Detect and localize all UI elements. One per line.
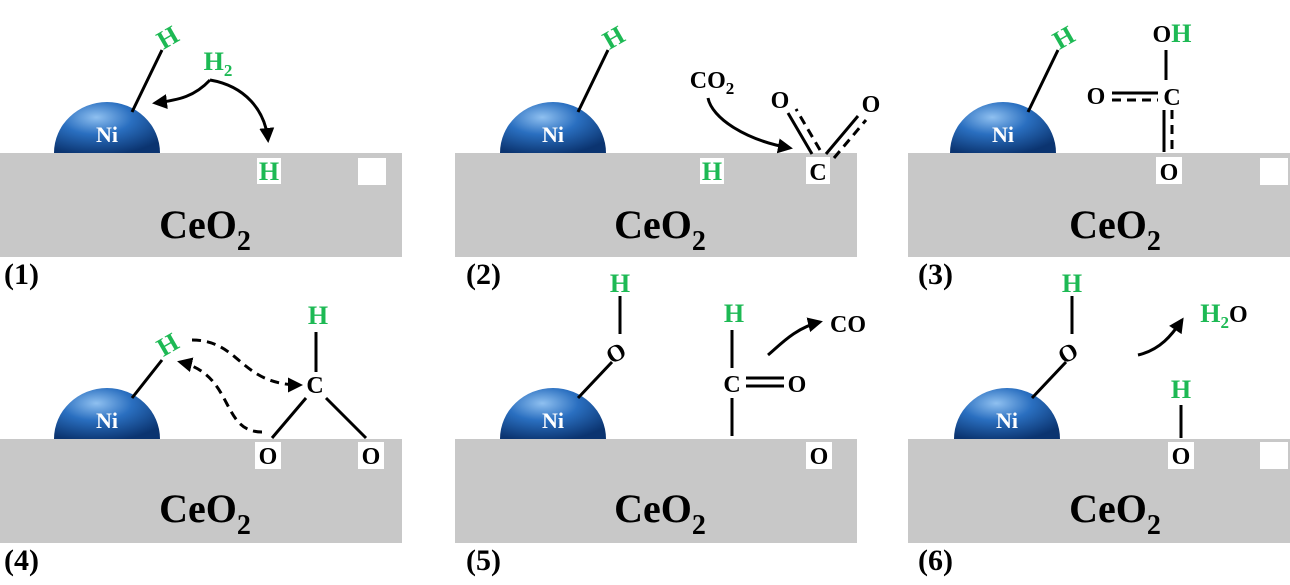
ni-bound-h: H <box>1048 20 1080 55</box>
desorption-arrow <box>1137 317 1184 357</box>
panel-label: (5) <box>466 544 501 577</box>
c-o-partial-bond <box>832 119 868 159</box>
ceo2-support <box>908 439 1290 543</box>
panel-5: Ni CeO2 O O H H C O CO (5) <box>455 269 866 577</box>
ni-label: Ni <box>96 122 118 147</box>
ceo2-support <box>0 439 402 543</box>
oxygen-site <box>806 442 832 469</box>
surface-oxygen: O <box>259 444 278 470</box>
oxygen-site <box>1168 442 1194 469</box>
oxygen-site <box>1156 157 1182 184</box>
surface-oxygen: O <box>810 444 829 470</box>
dissociation-arrow-right <box>209 78 275 143</box>
dissociation-arrow-left <box>152 78 212 110</box>
hydroxyl-h: H <box>1062 269 1082 298</box>
ceo2-support <box>455 153 857 257</box>
surface-site <box>257 158 281 184</box>
ni-label: Ni <box>992 122 1014 147</box>
oxygen-atom: O <box>862 92 881 118</box>
panel-label: (4) <box>4 544 39 577</box>
c-o-bond <box>824 115 860 155</box>
ni-label: Ni <box>996 408 1018 433</box>
adsorption-arrow <box>706 97 793 154</box>
co2-molecule: CO2 <box>690 68 735 98</box>
ni-particle <box>950 102 1056 153</box>
c-o-bond <box>270 397 308 439</box>
surface-site <box>700 158 724 184</box>
ni-particle <box>54 388 160 439</box>
ni-bound-h: H <box>598 20 630 55</box>
support-label: CeO2 <box>1069 202 1161 257</box>
hydroxyl-h: H <box>610 269 630 298</box>
ceo2-support <box>908 153 1290 257</box>
ni-bound-h: H <box>152 20 184 55</box>
ceo2-support <box>455 439 857 543</box>
oxygen-vacancy <box>1260 442 1288 469</box>
hydroxyl-oxygen: O <box>1054 338 1083 370</box>
oxygen-vacancy <box>1260 158 1288 185</box>
ni-bound-h: H <box>152 327 184 362</box>
panel-label: (1) <box>4 258 39 291</box>
panel-label: (6) <box>918 544 953 577</box>
carbon-site <box>806 157 830 184</box>
panel-2: Ni CeO2 H H CO2 C O O (2) <box>455 20 880 291</box>
panel-4: Ni CeO2 O O H C H (4) <box>0 301 402 577</box>
carbon-atom: C <box>809 160 826 186</box>
ni-particle <box>54 102 160 153</box>
support-label: CeO2 <box>159 486 251 541</box>
ceo2-support <box>0 153 402 257</box>
surface-hydroxyl-h: H <box>1171 375 1191 404</box>
adsorbed-h: H <box>259 157 279 186</box>
oxygen-site <box>255 442 281 469</box>
c-o-bond <box>786 112 814 155</box>
support-label: CeO2 <box>614 202 706 257</box>
ni-h-bond <box>1026 49 1060 113</box>
panel-label: (3) <box>918 258 953 291</box>
support-label: CeO2 <box>1069 486 1161 541</box>
surface-oxygen: O <box>1160 160 1179 186</box>
formyl-h: H <box>724 299 744 328</box>
ni-label: Ni <box>542 408 564 433</box>
ni-h-bond <box>130 49 164 113</box>
carbon-atom: C <box>1163 85 1180 111</box>
h2-molecule: H2 <box>204 47 233 80</box>
carbon-atom: C <box>306 373 323 399</box>
hydroxyl-oxygen: O <box>602 338 631 370</box>
ni-label: Ni <box>96 408 118 433</box>
panel-3: Ni CeO2 O H C OH O (3) <box>908 19 1290 291</box>
surface-oxygen: O <box>362 444 381 470</box>
ni-o-bond <box>576 360 614 400</box>
desorption-arrow <box>767 317 823 357</box>
oxygen-vacancy <box>358 158 386 185</box>
ni-particle <box>500 388 606 439</box>
panel-6: Ni CeO2 O O H H H2O (6) <box>908 269 1290 577</box>
panel-label: (2) <box>466 258 501 291</box>
c-o-partial-bond <box>794 108 822 151</box>
surface-oxygen: O <box>1172 444 1191 470</box>
co-product: CO <box>830 312 866 338</box>
ni-label: Ni <box>542 122 564 147</box>
adsorbed-h: H <box>702 157 722 186</box>
support-label: CeO2 <box>614 486 706 541</box>
hydroxyl-group: OH <box>1153 19 1192 48</box>
ni-o-bond <box>1030 360 1068 400</box>
c-o-bond <box>324 396 368 440</box>
oxygen-atom: O <box>1087 84 1106 110</box>
h-return-arrow <box>177 357 263 434</box>
ni-particle <box>954 388 1060 439</box>
formate-h: H <box>308 301 328 330</box>
ni-h-bond <box>130 359 164 399</box>
oxygen-site <box>358 442 384 469</box>
ni-particle <box>500 102 606 153</box>
oxygen-atom: O <box>788 372 807 398</box>
ni-h-bond <box>576 49 610 113</box>
panel-1: Ni CeO2 H H H2 (1) <box>0 20 402 291</box>
oxygen-atom: O <box>771 88 790 114</box>
h2o-product: H2O <box>1200 299 1247 332</box>
support-label: CeO2 <box>159 202 251 257</box>
carbon-atom: C <box>723 372 740 398</box>
